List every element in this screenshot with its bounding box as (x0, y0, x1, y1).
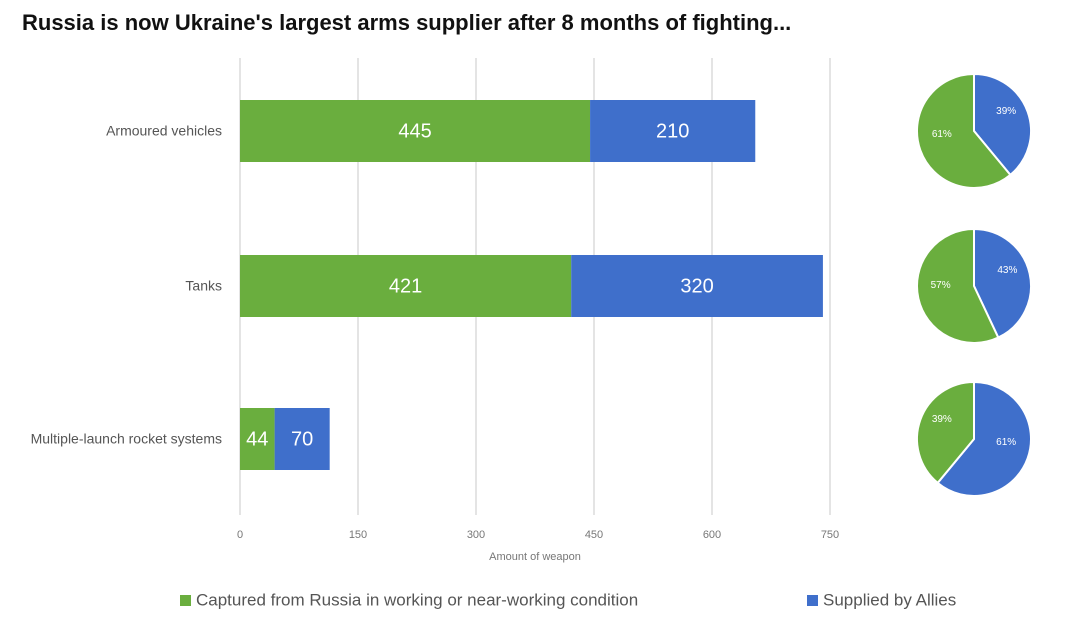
legend-swatch (807, 595, 818, 606)
bar-segment (240, 255, 572, 317)
bar-segment (590, 100, 756, 162)
legend-label: Supplied by Allies (823, 590, 956, 609)
pie-value-label: 57% (931, 280, 951, 291)
x-tick-label: 600 (703, 529, 721, 541)
bar-value-label: 44 (246, 428, 268, 450)
bar-value-label: 445 (398, 120, 431, 142)
pie-value-label: 61% (932, 129, 952, 140)
bar-segment (240, 408, 275, 470)
bar-value-label: 421 (389, 275, 422, 297)
bar-value-label: 210 (656, 120, 689, 142)
bar-value-label: 320 (680, 275, 713, 297)
legend-swatch (180, 595, 191, 606)
pie-slice (973, 72, 1032, 177)
pie-slice (916, 227, 1000, 344)
x-tick-label: 450 (585, 529, 603, 541)
x-tick-label: 0 (237, 529, 243, 541)
pie-value-label: 61% (996, 437, 1016, 448)
pie-slice (916, 72, 1012, 189)
pie-value-label: 39% (932, 414, 952, 425)
pie-slice (973, 227, 1032, 339)
pie-value-label: 43% (997, 265, 1017, 276)
bar-segment (274, 408, 330, 470)
x-tick-label: 300 (467, 529, 485, 541)
y-tick-label: Armoured vehicles (106, 122, 222, 139)
pie-slice (936, 380, 1032, 497)
legend-label: Captured from Russia in working or near-… (196, 590, 638, 609)
bar-value-label: 70 (291, 428, 313, 450)
x-tick-label: 750 (821, 529, 839, 541)
bar-segment (571, 255, 823, 317)
pie-value-label: 39% (996, 106, 1016, 117)
y-tick-label: Multiple-launch rocket systems (30, 430, 222, 447)
chart-title: Russia is now Ukraine's largest arms sup… (22, 10, 791, 35)
x-tick-label: 150 (349, 529, 367, 541)
y-tick-label: Tanks (185, 277, 222, 294)
x-axis-label: Amount of weapon (489, 551, 581, 563)
pie-slice (916, 380, 975, 485)
bar-segment (240, 100, 591, 162)
